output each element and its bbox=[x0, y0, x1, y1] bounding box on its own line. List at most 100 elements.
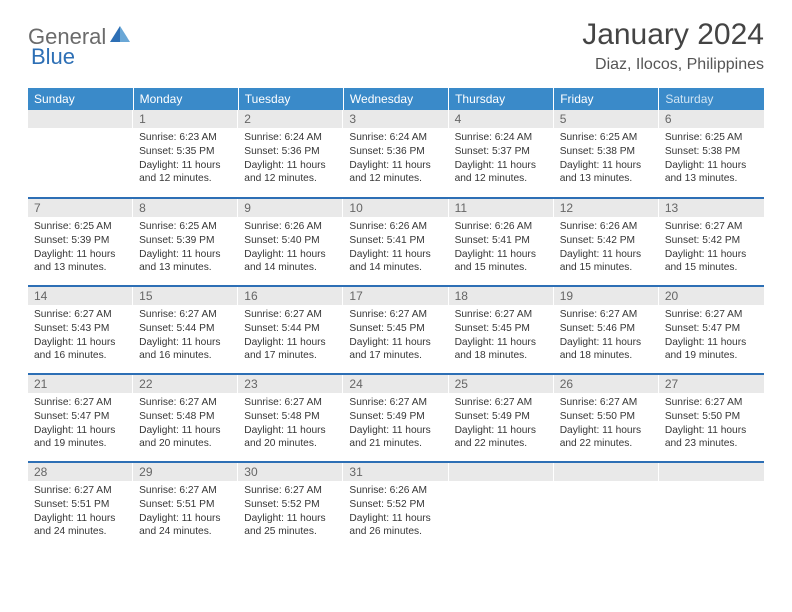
daylight-line1: Daylight: 11 hours bbox=[139, 336, 232, 350]
day-header: Wednesday bbox=[343, 88, 448, 110]
day-body: Sunrise: 6:27 AMSunset: 5:49 PMDaylight:… bbox=[343, 393, 448, 457]
day-number: . bbox=[659, 463, 764, 481]
day-number: 17 bbox=[343, 287, 448, 305]
sunset: Sunset: 5:41 PM bbox=[349, 234, 442, 248]
day-body: Sunrise: 6:27 AMSunset: 5:48 PMDaylight:… bbox=[133, 393, 238, 457]
sunrise: Sunrise: 6:26 AM bbox=[349, 484, 442, 498]
day-number: 26 bbox=[554, 375, 659, 393]
page-title: January 2024 bbox=[582, 18, 764, 52]
day-body: Sunrise: 6:25 AMSunset: 5:38 PMDaylight:… bbox=[659, 128, 764, 192]
day-number: 11 bbox=[449, 199, 554, 217]
day-number: 13 bbox=[659, 199, 764, 217]
daylight-line1: Daylight: 11 hours bbox=[244, 336, 337, 350]
day-body bbox=[449, 481, 554, 490]
daylight-line1: Daylight: 11 hours bbox=[34, 424, 127, 438]
sunrise: Sunrise: 6:27 AM bbox=[455, 308, 548, 322]
day-body: Sunrise: 6:27 AMSunset: 5:45 PMDaylight:… bbox=[343, 305, 448, 369]
calendar-cell: 18Sunrise: 6:27 AMSunset: 5:45 PMDayligh… bbox=[449, 286, 554, 374]
calendar-cell: 23Sunrise: 6:27 AMSunset: 5:48 PMDayligh… bbox=[238, 374, 343, 462]
day-number: 21 bbox=[28, 375, 133, 393]
daylight-line2: and 20 minutes. bbox=[244, 437, 337, 451]
logo-triangle-icon bbox=[110, 26, 130, 47]
sunrise: Sunrise: 6:27 AM bbox=[244, 484, 337, 498]
day-body: Sunrise: 6:23 AMSunset: 5:35 PMDaylight:… bbox=[133, 128, 238, 192]
day-body: Sunrise: 6:26 AMSunset: 5:40 PMDaylight:… bbox=[238, 217, 343, 281]
daylight-line2: and 18 minutes. bbox=[455, 349, 548, 363]
day-number: 2 bbox=[238, 110, 343, 128]
calendar-cell: 7Sunrise: 6:25 AMSunset: 5:39 PMDaylight… bbox=[28, 198, 133, 286]
calendar-table: SundayMondayTuesdayWednesdayThursdayFrid… bbox=[28, 88, 764, 550]
day-number: 1 bbox=[133, 110, 238, 128]
sunset: Sunset: 5:47 PM bbox=[665, 322, 758, 336]
sunrise: Sunrise: 6:27 AM bbox=[34, 308, 127, 322]
logo-blue: Blue bbox=[31, 44, 75, 69]
daylight-line1: Daylight: 11 hours bbox=[349, 512, 442, 526]
day-number: 27 bbox=[659, 375, 764, 393]
calendar-cell: 27Sunrise: 6:27 AMSunset: 5:50 PMDayligh… bbox=[659, 374, 764, 462]
day-body bbox=[28, 128, 133, 137]
daylight-line1: Daylight: 11 hours bbox=[560, 424, 653, 438]
daylight-line2: and 13 minutes. bbox=[560, 172, 653, 186]
sunrise: Sunrise: 6:27 AM bbox=[139, 484, 232, 498]
day-body: Sunrise: 6:27 AMSunset: 5:45 PMDaylight:… bbox=[449, 305, 554, 369]
calendar-cell: . bbox=[449, 462, 554, 550]
day-number: 8 bbox=[133, 199, 238, 217]
sunrise: Sunrise: 6:26 AM bbox=[560, 220, 653, 234]
daylight-line1: Daylight: 11 hours bbox=[455, 248, 548, 262]
sunset: Sunset: 5:49 PM bbox=[455, 410, 548, 424]
day-number: 12 bbox=[554, 199, 659, 217]
day-number: . bbox=[449, 463, 554, 481]
daylight-line2: and 16 minutes. bbox=[139, 349, 232, 363]
daylight-line1: Daylight: 11 hours bbox=[349, 159, 442, 173]
day-body: Sunrise: 6:27 AMSunset: 5:51 PMDaylight:… bbox=[28, 481, 133, 545]
daylight-line2: and 13 minutes. bbox=[34, 261, 127, 275]
day-body: Sunrise: 6:26 AMSunset: 5:42 PMDaylight:… bbox=[554, 217, 659, 281]
sunset: Sunset: 5:41 PM bbox=[455, 234, 548, 248]
day-body: Sunrise: 6:27 AMSunset: 5:48 PMDaylight:… bbox=[238, 393, 343, 457]
day-body: Sunrise: 6:27 AMSunset: 5:43 PMDaylight:… bbox=[28, 305, 133, 369]
calendar-cell: 26Sunrise: 6:27 AMSunset: 5:50 PMDayligh… bbox=[554, 374, 659, 462]
day-body: Sunrise: 6:24 AMSunset: 5:37 PMDaylight:… bbox=[449, 128, 554, 192]
calendar-cell: 3Sunrise: 6:24 AMSunset: 5:36 PMDaylight… bbox=[343, 110, 448, 198]
sunset: Sunset: 5:35 PM bbox=[139, 145, 232, 159]
daylight-line1: Daylight: 11 hours bbox=[244, 512, 337, 526]
calendar-head: SundayMondayTuesdayWednesdayThursdayFrid… bbox=[28, 88, 764, 110]
sunrise: Sunrise: 6:27 AM bbox=[139, 396, 232, 410]
daylight-line2: and 13 minutes. bbox=[665, 172, 758, 186]
daylight-line2: and 15 minutes. bbox=[560, 261, 653, 275]
sunrise: Sunrise: 6:27 AM bbox=[139, 308, 232, 322]
daylight-line2: and 14 minutes. bbox=[349, 261, 442, 275]
sunrise: Sunrise: 6:25 AM bbox=[139, 220, 232, 234]
day-body: Sunrise: 6:24 AMSunset: 5:36 PMDaylight:… bbox=[238, 128, 343, 192]
calendar-cell: 14Sunrise: 6:27 AMSunset: 5:43 PMDayligh… bbox=[28, 286, 133, 374]
calendar-cell: 9Sunrise: 6:26 AMSunset: 5:40 PMDaylight… bbox=[238, 198, 343, 286]
sunset: Sunset: 5:46 PM bbox=[560, 322, 653, 336]
day-body: Sunrise: 6:25 AMSunset: 5:39 PMDaylight:… bbox=[28, 217, 133, 281]
sunset: Sunset: 5:39 PM bbox=[139, 234, 232, 248]
calendar-cell: 15Sunrise: 6:27 AMSunset: 5:44 PMDayligh… bbox=[133, 286, 238, 374]
daylight-line1: Daylight: 11 hours bbox=[139, 512, 232, 526]
daylight-line1: Daylight: 11 hours bbox=[560, 159, 653, 173]
daylight-line2: and 17 minutes. bbox=[244, 349, 337, 363]
day-number: 14 bbox=[28, 287, 133, 305]
calendar-cell: . bbox=[554, 462, 659, 550]
day-body: Sunrise: 6:26 AMSunset: 5:41 PMDaylight:… bbox=[449, 217, 554, 281]
calendar-cell: 1Sunrise: 6:23 AMSunset: 5:35 PMDaylight… bbox=[133, 110, 238, 198]
day-body bbox=[659, 481, 764, 490]
calendar-cell: 17Sunrise: 6:27 AMSunset: 5:45 PMDayligh… bbox=[343, 286, 448, 374]
sunset: Sunset: 5:42 PM bbox=[665, 234, 758, 248]
day-body: Sunrise: 6:24 AMSunset: 5:36 PMDaylight:… bbox=[343, 128, 448, 192]
day-header: Sunday bbox=[28, 88, 133, 110]
daylight-line2: and 23 minutes. bbox=[665, 437, 758, 451]
sunrise: Sunrise: 6:27 AM bbox=[665, 220, 758, 234]
daylight-line1: Daylight: 11 hours bbox=[139, 159, 232, 173]
sunset: Sunset: 5:44 PM bbox=[244, 322, 337, 336]
sunrise: Sunrise: 6:27 AM bbox=[665, 308, 758, 322]
calendar-week: 21Sunrise: 6:27 AMSunset: 5:47 PMDayligh… bbox=[28, 374, 764, 462]
daylight-line2: and 18 minutes. bbox=[560, 349, 653, 363]
daylight-line1: Daylight: 11 hours bbox=[349, 424, 442, 438]
sunrise: Sunrise: 6:24 AM bbox=[349, 131, 442, 145]
sunrise: Sunrise: 6:27 AM bbox=[34, 484, 127, 498]
daylight-line2: and 12 minutes. bbox=[139, 172, 232, 186]
day-number: 18 bbox=[449, 287, 554, 305]
